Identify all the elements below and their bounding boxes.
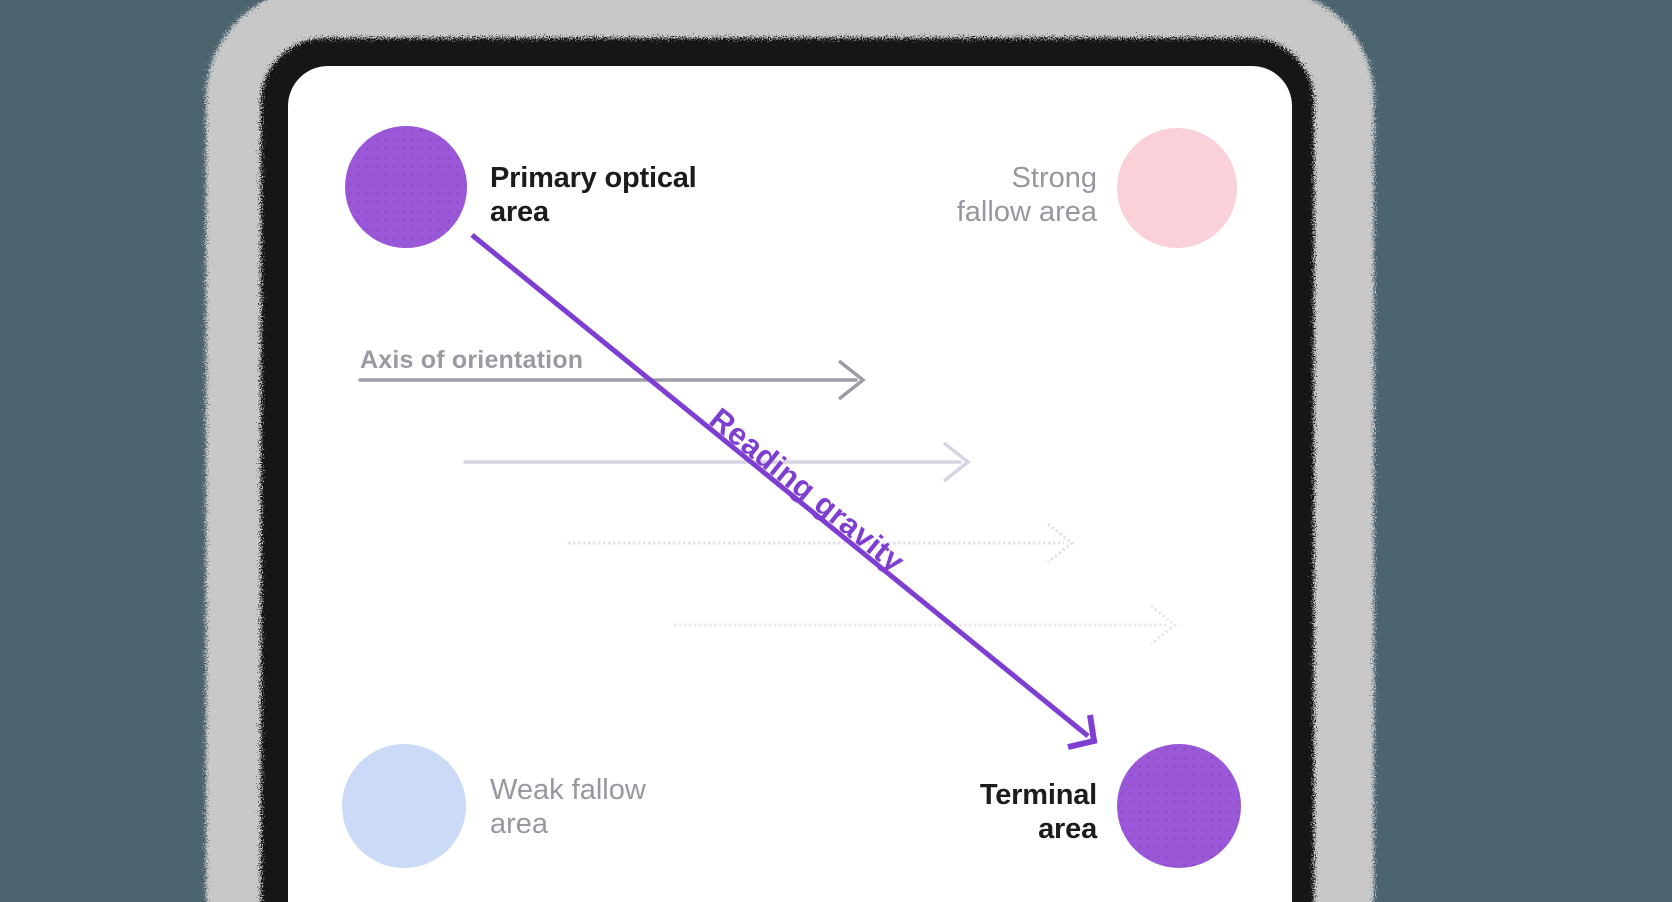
weak-fallow-label: Weak fallow area — [490, 773, 646, 841]
terminal-area-label: Terminal area — [980, 778, 1097, 846]
strong-fallow-label: Strong fallow area — [957, 161, 1097, 229]
axis-of-orientation-label: Axis of orientation — [360, 346, 584, 374]
axis-arrow-3-icon — [568, 522, 1075, 564]
primary-optical-label-line1: Primary optical — [490, 162, 697, 194]
terminal-area-circle — [1117, 744, 1241, 868]
strong-fallow-circle — [1117, 128, 1237, 248]
axis-arrow-4-icon — [674, 604, 1178, 646]
weak-fallow-label-line2: area — [490, 808, 549, 840]
weak-fallow-circle — [342, 744, 466, 868]
reading-gravity-arrow-icon — [470, 233, 1098, 750]
axis-arrow-1-icon — [358, 359, 866, 401]
terminal-area-label-line1: Terminal — [979, 779, 1097, 811]
primary-optical-label-line2: area — [490, 196, 549, 228]
axis-arrow-2-icon — [463, 441, 971, 483]
diagram-arrows — [358, 233, 1178, 750]
primary-optical-circle — [345, 126, 467, 248]
terminal-area-label-line2: area — [1038, 813, 1097, 845]
screen-card: Primary optical area Strong fallow area … — [288, 66, 1292, 902]
primary-optical-label: Primary optical area — [490, 161, 697, 229]
strong-fallow-label-line2: fallow area — [956, 196, 1097, 228]
weak-fallow-label-line1: Weak fallow — [490, 774, 646, 806]
strong-fallow-label-line1: Strong — [1011, 162, 1097, 194]
